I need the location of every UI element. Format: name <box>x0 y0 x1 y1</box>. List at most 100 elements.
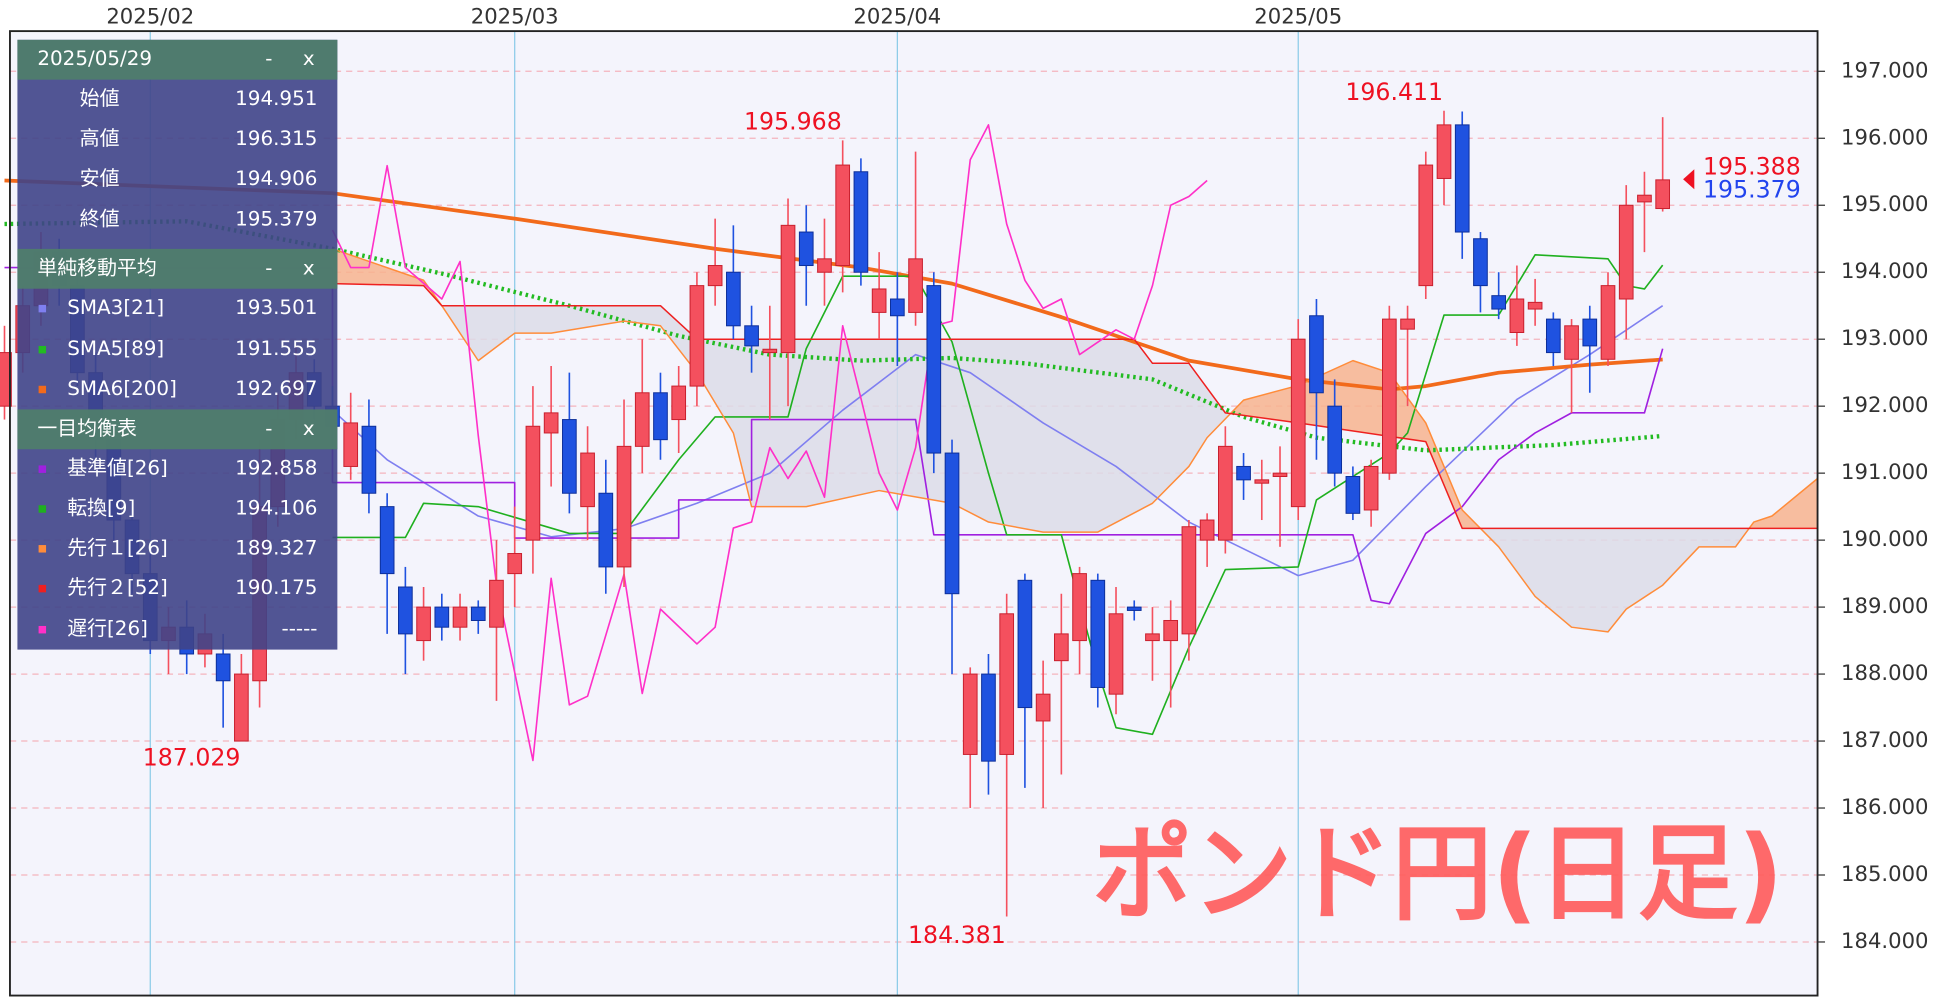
candle-body <box>726 271 741 327</box>
candle-body <box>562 419 577 494</box>
legend-value: 194.106 <box>235 496 317 519</box>
candle-body <box>343 422 359 467</box>
candle-body <box>1400 318 1415 330</box>
candle-body <box>999 613 1015 755</box>
candle-body <box>689 285 705 387</box>
candle-body <box>1035 693 1051 722</box>
candle-body <box>1108 613 1124 695</box>
watermark-title: ポンド円(日足) <box>1092 813 1783 935</box>
y-tick-label: 187.000 <box>1841 727 1928 752</box>
close-button[interactable]: x <box>303 47 315 70</box>
extreme-label: 195.968 <box>744 107 842 135</box>
indicator-line <box>331 304 1664 577</box>
cloud-fill <box>332 248 440 304</box>
candle-body <box>1655 179 1671 210</box>
indicator-line <box>4 219 1663 453</box>
candle-body <box>1254 479 1270 484</box>
candle-body <box>1491 295 1507 310</box>
panel-header <box>17 248 338 289</box>
legend-swatch <box>38 545 47 553</box>
y-tick-label: 190.000 <box>1841 526 1928 551</box>
minimize-button[interactable]: - <box>265 417 272 440</box>
candle-body <box>1072 573 1087 642</box>
candle-body <box>1327 405 1343 474</box>
candle-body <box>1054 633 1069 662</box>
candle-body <box>1199 519 1215 541</box>
y-tick-label: 185.000 <box>1841 861 1928 886</box>
candle-body <box>1600 285 1616 360</box>
extreme-label: 196.411 <box>1345 78 1443 106</box>
candle-body <box>1345 475 1361 514</box>
y-tick-label: 195.000 <box>1841 191 1928 216</box>
candle-body <box>0 352 12 407</box>
candle-body <box>1618 204 1634 300</box>
x-tick-label: 2025/05 <box>1254 3 1342 28</box>
legend-swatch <box>38 465 47 473</box>
ohlc-label: 始値 <box>80 87 120 110</box>
legend-swatch <box>38 345 47 354</box>
ohlc-value: 194.906 <box>235 167 317 190</box>
legend-name: 基準値[26] <box>67 457 168 480</box>
legend-value: 193.501 <box>235 296 317 319</box>
legend-value: 192.858 <box>235 457 317 480</box>
cloud-fill <box>1748 478 1818 530</box>
legend-value: 191.555 <box>235 337 317 360</box>
candle-body <box>1381 318 1397 474</box>
y-tick-label: 188.000 <box>1841 660 1928 685</box>
legend-value: 189.327 <box>235 536 317 559</box>
candle-body <box>1545 318 1561 354</box>
candle-body <box>416 606 431 642</box>
close-button[interactable]: x <box>303 256 315 279</box>
candle-body <box>1017 579 1033 709</box>
legend-swatch <box>38 304 47 313</box>
candle-body <box>707 265 723 287</box>
candle-body <box>853 171 869 273</box>
candle-body <box>817 258 832 273</box>
ohlc-value: 195.379 <box>235 207 317 230</box>
extreme-label: 187.029 <box>143 744 241 772</box>
candle-body <box>470 606 486 621</box>
extreme-label: 184.381 <box>908 921 1006 949</box>
price-pointer <box>1683 169 1695 190</box>
candle-body <box>1126 606 1142 611</box>
y-tick-label: 186.000 <box>1841 794 1928 819</box>
candle-body <box>1418 164 1434 287</box>
candle-body <box>507 553 523 575</box>
close-button[interactable]: x <box>303 417 315 440</box>
ohlc-value: 194.951 <box>235 87 317 110</box>
ohlc-label: 終値 <box>80 207 120 230</box>
y-tick-label: 194.000 <box>1841 258 1928 283</box>
legend-swatch <box>38 584 47 593</box>
candle-body <box>398 586 413 635</box>
candle-body <box>1236 465 1251 481</box>
legend-name: 先行２[52] <box>67 576 168 599</box>
legend-name: 遅行[26] <box>67 617 148 640</box>
candle-body <box>798 231 814 267</box>
legend-name: SMA3[21] <box>67 296 164 319</box>
candle-body <box>598 492 614 568</box>
candle-body <box>215 653 231 682</box>
candle-body <box>1163 619 1179 642</box>
legend-swatch <box>38 385 47 394</box>
y-tick-label: 197.000 <box>1841 57 1928 82</box>
candle-body <box>926 285 942 454</box>
candle-body <box>379 506 395 575</box>
candle-body <box>634 392 650 447</box>
candle-body <box>434 606 450 628</box>
panel-header-text: 2025/05/29 <box>37 47 152 70</box>
indicator-line <box>331 124 1208 762</box>
legend-name: 先行１[26] <box>67 536 168 559</box>
legend-value: 190.175 <box>235 576 317 599</box>
candle-body <box>981 673 996 762</box>
legend-name: SMA6[200] <box>67 377 177 400</box>
candle-body <box>1473 238 1488 287</box>
panel-header-text: 一目均衡表 <box>37 417 137 440</box>
panel-header-text: 単純移動平均 <box>37 256 156 279</box>
legend-swatch <box>38 505 47 513</box>
ohlc-value: 196.315 <box>235 127 317 150</box>
legend-swatch <box>38 625 47 634</box>
minimize-button[interactable]: - <box>265 256 272 279</box>
candle-body <box>1436 124 1452 179</box>
minimize-button[interactable]: - <box>265 47 272 70</box>
indicator-line <box>332 248 1819 633</box>
